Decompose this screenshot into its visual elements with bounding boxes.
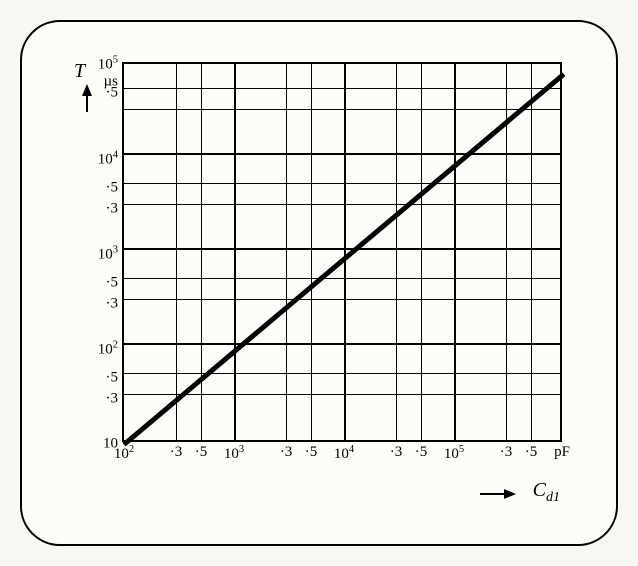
x-axis-subscript: d1: [546, 490, 560, 505]
y-axis-symbol: T: [74, 60, 85, 82]
y-tick: 103: [98, 245, 124, 264]
y-tick: 104: [98, 150, 124, 169]
x-tick: ·3: [280, 440, 293, 461]
x-tick: 104: [334, 440, 354, 463]
plot-frame: 105 µs ·5 104 ·5 ·3 103 ·5 ·3 102 ·5 ·3 …: [122, 62, 562, 442]
x-tick: 102: [114, 440, 134, 463]
y-tick: ·5: [106, 85, 125, 102]
x-grid-minor: [176, 64, 177, 440]
y-grid-major: [124, 153, 560, 155]
y-grid-minor: [124, 394, 560, 395]
x-tick-unit: pF: [554, 440, 570, 461]
y-tick: ·3: [106, 391, 125, 408]
y-grid-minor: [124, 299, 560, 300]
y-grid-minor: [124, 183, 560, 184]
x-grid-minor: [286, 64, 287, 440]
x-tick: ·3: [500, 440, 513, 461]
chart-card: T: [20, 20, 618, 546]
y-tick: 102: [98, 340, 124, 359]
x-tick: ·3: [170, 440, 183, 461]
y-tick: ·5: [106, 275, 125, 292]
y-grid-minor: [124, 373, 560, 374]
x-axis-label: Cd1: [533, 479, 560, 506]
y-axis-label: T: [74, 60, 85, 83]
x-tick: 105: [444, 440, 464, 463]
y-tick: 105: [98, 55, 124, 74]
x-grid-minor: [531, 64, 532, 440]
x-grid-major: [234, 64, 236, 440]
y-grid-major: [124, 343, 560, 345]
x-grid-minor: [311, 64, 312, 440]
x-tick: ·3: [390, 440, 403, 461]
x-tick: ·5: [525, 440, 538, 461]
x-grid-major: [454, 64, 456, 440]
y-tick: ·3: [106, 296, 125, 313]
x-tick: 103: [224, 440, 244, 463]
x-grid-major: [344, 64, 346, 440]
plot-area: 105 µs ·5 104 ·5 ·3 103 ·5 ·3 102 ·5 ·3 …: [122, 62, 562, 442]
y-grid-minor: [124, 109, 560, 110]
x-grid-minor: [396, 64, 397, 440]
y-grid-minor: [124, 88, 560, 89]
y-tick: ·5: [106, 370, 125, 387]
x-axis-arrow-icon: [480, 488, 516, 500]
y-axis-arrow-icon: [80, 84, 94, 112]
x-tick: ·5: [195, 440, 208, 461]
x-tick: ·5: [415, 440, 428, 461]
x-grid-minor: [421, 64, 422, 440]
y-tick: ·5: [106, 180, 125, 197]
x-grid-minor: [201, 64, 202, 440]
x-axis-symbol: C: [533, 479, 546, 501]
y-grid-major: [124, 248, 560, 250]
y-grid-minor: [124, 278, 560, 279]
y-tick: ·3: [106, 201, 125, 218]
x-tick: ·5: [305, 440, 318, 461]
y-grid-minor: [124, 204, 560, 205]
